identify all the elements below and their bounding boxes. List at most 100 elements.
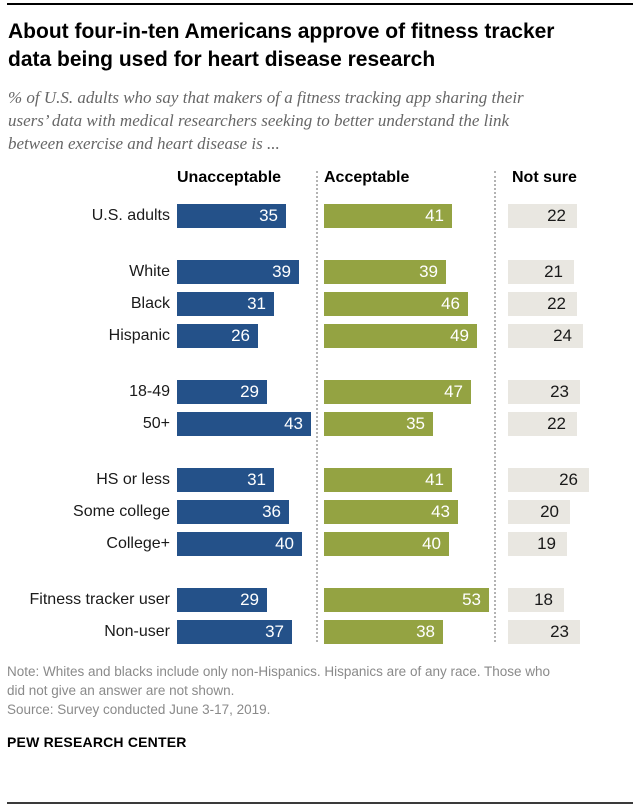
chart-subtitle: % of U.S. adults who say that makers of … <box>8 86 633 155</box>
bar-value: 35 <box>259 206 278 225</box>
category-label: HS or less <box>96 471 170 488</box>
column-header-not-sure: Not sure <box>512 169 577 186</box>
acceptable-bar: 53 <box>324 588 489 612</box>
not-sure-bar-zone: 20 <box>508 500 633 524</box>
not-sure-bar-zone: 26 <box>508 468 633 492</box>
unacceptable-bar-zone: 29 <box>177 380 324 404</box>
acceptable-bar: 35 <box>324 412 433 436</box>
category-label: 18-49 <box>129 383 170 400</box>
acceptable-bar-zone: 49 <box>324 324 508 348</box>
acceptable-bar: 46 <box>324 292 468 316</box>
unacceptable-bar: 29 <box>177 380 267 404</box>
bar-value: 20 <box>540 502 559 521</box>
page-title-line-1: About four-in-ten Americans approve of f… <box>8 20 555 43</box>
column-separator <box>316 171 318 642</box>
bar-value: 35 <box>406 414 425 433</box>
column-header-acceptable: Acceptable <box>324 169 410 186</box>
source-line: Source: Survey conducted June 3-17, 2019… <box>7 702 271 717</box>
not-sure-bar-zone: 23 <box>508 620 633 644</box>
bar-value: 31 <box>247 294 266 313</box>
chart-group: U.S. adults 35 41 22 <box>7 204 633 228</box>
table-row: 50+ 43 35 22 <box>7 412 633 436</box>
chart-subtitle-line-1: % of U.S. adults who say that makers of … <box>8 88 524 107</box>
unacceptable-bar-zone: 36 <box>177 500 324 524</box>
table-row: U.S. adults 35 41 22 <box>7 204 633 228</box>
unacceptable-bar-zone: 26 <box>177 324 324 348</box>
unacceptable-bar: 29 <box>177 588 267 612</box>
unacceptable-bar: 43 <box>177 412 311 436</box>
bar-value: 26 <box>231 326 250 345</box>
bar-value: 39 <box>272 262 291 281</box>
unacceptable-bar: 37 <box>177 620 292 644</box>
bar-value: 37 <box>265 622 284 641</box>
acceptable-bar-zone: 53 <box>324 588 508 612</box>
not-sure-bar: 23 <box>508 620 580 644</box>
chart-rows: U.S. adults 35 41 22 White 39 39 21 Black 31 46 22 H… <box>7 204 633 644</box>
bar-chart: Unacceptable Acceptable Not sure U.S. ad… <box>7 169 633 644</box>
bar-value: 47 <box>444 382 463 401</box>
unacceptable-bar-zone: 31 <box>177 292 324 316</box>
unacceptable-bar-zone: 39 <box>177 260 324 284</box>
table-row: Some college 36 43 20 <box>7 500 633 524</box>
acceptable-bar-zone: 38 <box>324 620 508 644</box>
acceptable-bar: 38 <box>324 620 443 644</box>
bar-value: 40 <box>275 534 294 553</box>
bar-value: 49 <box>450 326 469 345</box>
acceptable-bar-zone: 46 <box>324 292 508 316</box>
bar-value: 21 <box>544 262 563 281</box>
page-title: About four-in-ten Americans approve of f… <box>8 18 633 74</box>
footnote: Note: Whites and blacks include only non… <box>7 662 633 719</box>
bar-value: 29 <box>240 382 259 401</box>
unacceptable-bar-zone: 29 <box>177 588 324 612</box>
column-separator <box>494 171 496 642</box>
acceptable-bar: 40 <box>324 532 449 556</box>
category-label: U.S. adults <box>91 207 170 224</box>
chart-group: 18-49 29 47 23 50+ 43 35 22 <box>7 380 633 436</box>
acceptable-bar-zone: 41 <box>324 468 508 492</box>
category-label: College+ <box>106 535 170 552</box>
category-label: Hispanic <box>108 327 170 344</box>
acceptable-bar-zone: 41 <box>324 204 508 228</box>
table-row: Black 31 46 22 <box>7 292 633 316</box>
unacceptable-bar-zone: 31 <box>177 468 324 492</box>
bar-value: 40 <box>422 534 441 553</box>
acceptable-bar-zone: 39 <box>324 260 508 284</box>
pew-research-center-logo: PEW RESEARCH CENTER <box>7 734 187 750</box>
unacceptable-bar-zone: 35 <box>177 204 324 228</box>
table-row: 18-49 29 47 23 <box>7 380 633 404</box>
not-sure-bar-zone: 22 <box>508 292 633 316</box>
category-label: 50+ <box>142 415 170 432</box>
table-row: College+ 40 40 19 <box>7 532 633 556</box>
bar-value: 43 <box>284 414 303 433</box>
acceptable-bar: 43 <box>324 500 458 524</box>
table-row: HS or less 31 41 26 <box>7 468 633 492</box>
unacceptable-bar: 36 <box>177 500 289 524</box>
acceptable-bar: 47 <box>324 380 471 404</box>
bar-value: 43 <box>431 502 450 521</box>
category-label: Non-user <box>104 623 170 640</box>
not-sure-bar-zone: 19 <box>508 532 633 556</box>
category-label: Fitness tracker user <box>29 591 170 608</box>
not-sure-bar-zone: 22 <box>508 412 633 436</box>
page: About four-in-ten Americans approve of f… <box>0 3 640 809</box>
not-sure-bar: 24 <box>508 324 583 348</box>
bar-value: 22 <box>547 414 566 433</box>
not-sure-bar: 18 <box>508 588 564 612</box>
bar-value: 29 <box>240 590 259 609</box>
bar-value: 22 <box>547 294 566 313</box>
unacceptable-bar: 31 <box>177 292 274 316</box>
not-sure-bar: 23 <box>508 380 580 404</box>
acceptable-bar-zone: 47 <box>324 380 508 404</box>
bar-value: 46 <box>441 294 460 313</box>
not-sure-bar-zone: 24 <box>508 324 633 348</box>
not-sure-bar-zone: 23 <box>508 380 633 404</box>
acceptable-bar: 39 <box>324 260 446 284</box>
acceptable-bar: 49 <box>324 324 477 348</box>
not-sure-bar-zone: 22 <box>508 204 633 228</box>
not-sure-bar-zone: 18 <box>508 588 633 612</box>
acceptable-bar-zone: 40 <box>324 532 508 556</box>
unacceptable-bar: 26 <box>177 324 258 348</box>
bar-value: 53 <box>462 590 481 609</box>
footnote-line-1: Note: Whites and blacks include only non… <box>7 664 551 679</box>
not-sure-bar: 26 <box>508 468 589 492</box>
